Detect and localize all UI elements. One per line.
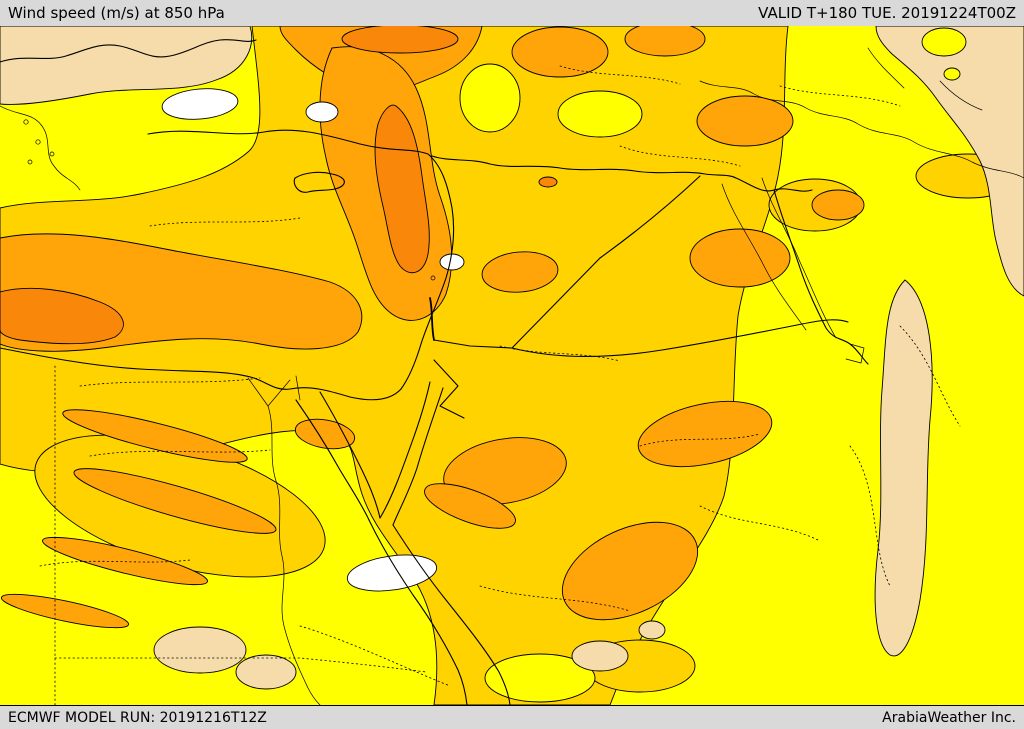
syria-iraq-border: [599, 175, 701, 259]
jordan-east-border: [433, 339, 513, 349]
band-white-patch: [161, 88, 239, 120]
suez-canal: [295, 375, 301, 401]
band-orange-blob: [696, 95, 794, 147]
footer-bar: ECMWF MODEL RUN: 20191216T12Z ArabiaWeat…: [0, 705, 1024, 729]
attribution-label: ArabiaWeather Inc.: [882, 709, 1016, 726]
band-orange-blob: [511, 26, 609, 78]
contour-dotted: [89, 449, 271, 457]
jordan-iraq-border: [511, 257, 601, 349]
black-sea-coastline: [0, 39, 257, 63]
band-darkorange-west-core: [0, 287, 124, 345]
red-sea-west-coast: [368, 519, 468, 705]
band-cream-topright: [875, 26, 1024, 297]
coastlines-and-borders: [0, 39, 1024, 705]
band-orange-blob: [811, 189, 865, 221]
turkey-syria-border: [431, 155, 813, 192]
dead-sea: [429, 297, 435, 341]
caucasus-border: [867, 47, 905, 89]
egypt-coastline: [0, 347, 402, 401]
sea-of-galilee: [430, 275, 436, 281]
contour-dotted: [779, 85, 901, 107]
band-orange-blob: [424, 483, 516, 529]
band-orange-blob: [624, 26, 706, 57]
iraq-saudi-border: [511, 319, 849, 358]
band-darkorange-north-core: [341, 26, 459, 54]
band-cream-blacksea: [0, 26, 253, 105]
band-orange-blob: [689, 228, 791, 288]
contour-dotted: [639, 433, 761, 447]
sinai-west-coast: [319, 391, 381, 519]
island: [27, 159, 33, 165]
band-cream-patch: [638, 620, 666, 640]
model-run-label: ECMWF MODEL RUN: 20191216T12Z: [8, 709, 267, 726]
band-white-patch: [305, 101, 339, 123]
valid-time-label: VALID T+180 TUE. 20191224T00Z: [758, 4, 1016, 22]
band-darkorange-spot: [538, 176, 558, 188]
band-orange-blob: [443, 437, 567, 505]
gulf-of-aqaba-east: [392, 387, 444, 526]
band-orange-blob: [481, 251, 559, 293]
band-yellow-patch: [921, 27, 967, 57]
band-orange-streak: [73, 468, 277, 534]
band-yellow-patch: [484, 653, 596, 703]
island: [49, 151, 55, 157]
band-darkorange-anatolia-core: [374, 104, 430, 274]
northeast-borders: [699, 80, 1024, 179]
band-cream-patch: [153, 626, 247, 674]
contour-dotted: [299, 625, 451, 687]
wind-map: [0, 26, 1024, 705]
band-white-patch: [346, 554, 438, 592]
euphrates-river: [721, 183, 807, 331]
band-orange-blob: [637, 400, 773, 468]
gulf-of-suez-west: [295, 399, 370, 521]
map-title: Wind speed (m/s) at 850 hPa: [8, 4, 225, 22]
caucasus-border: [939, 80, 983, 111]
band-orange-blob: [561, 521, 699, 621]
cyprus-outline: [293, 171, 345, 193]
header-bar: Wind speed (m/s) at 850 hPa VALID T+180 …: [0, 0, 1024, 26]
kuwait-border: [845, 343, 865, 364]
band-orange-streak: [62, 409, 248, 463]
aegean-coastline: [0, 105, 81, 191]
island: [35, 139, 41, 145]
contour-dotted: [849, 445, 891, 587]
band-orange-streak: [0, 593, 130, 629]
tigris-river: [761, 177, 837, 339]
contour-dotted: [619, 145, 741, 167]
band-gold-central: [0, 26, 789, 705]
levant-coastline: [147, 129, 455, 390]
dotted-lines: [39, 65, 961, 705]
band-yellow-patch: [459, 63, 521, 133]
contour-dotted: [899, 325, 961, 427]
sinai-east-coast: [379, 381, 431, 519]
band-cream-patch: [235, 654, 297, 690]
contour-dotted: [479, 585, 631, 612]
jordan-saudi-border: [433, 359, 465, 419]
red-sea-east-coast: [392, 524, 511, 705]
nile-delta: [247, 377, 291, 407]
wind-map-canvas: [0, 26, 1024, 705]
contour-dotted: [699, 505, 821, 542]
contour-dotted: [559, 65, 681, 85]
contour-dotted: [79, 377, 261, 387]
band-cream-patch: [571, 640, 629, 672]
band-white-patch: [439, 253, 465, 271]
band-yellow-patch: [557, 90, 643, 138]
band-yellow-patch: [943, 67, 961, 81]
band-cream-gulf: [874, 279, 933, 657]
contour-dotted: [499, 345, 621, 362]
band-orange-streak: [42, 536, 208, 586]
nile-river: [267, 405, 321, 705]
island: [23, 119, 29, 125]
